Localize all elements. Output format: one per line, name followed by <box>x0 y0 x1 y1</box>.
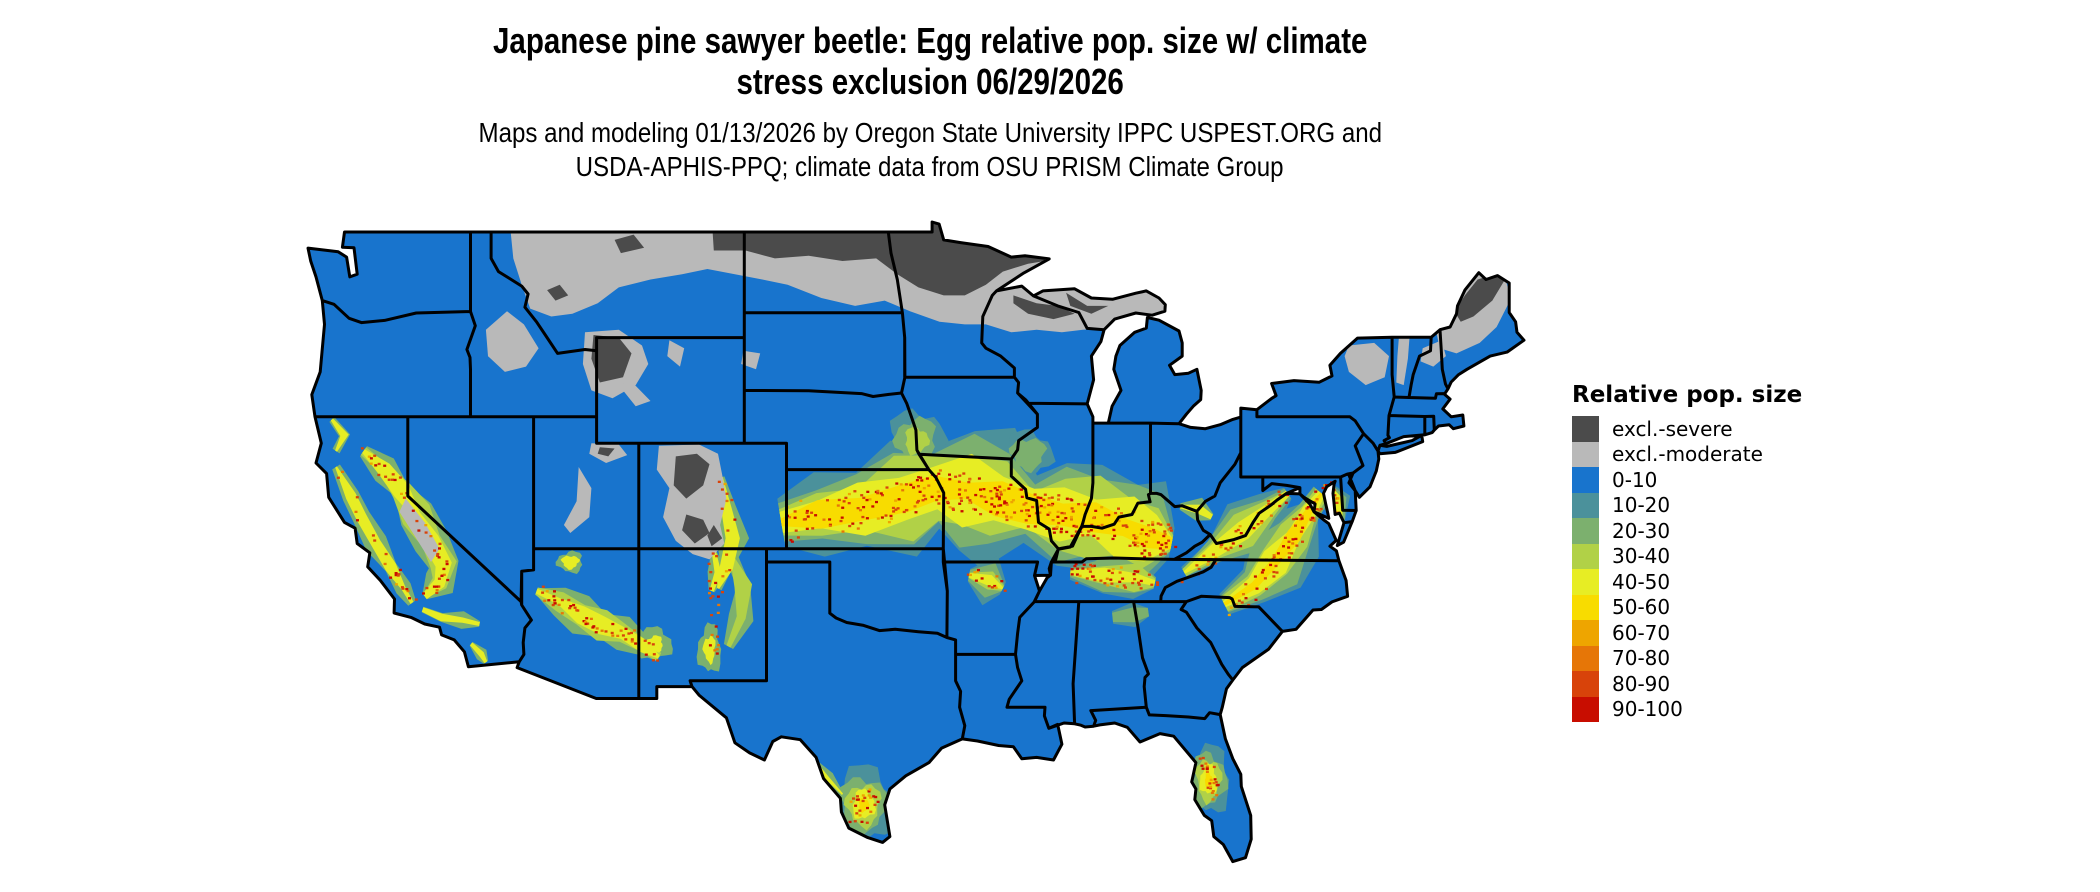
state-borders <box>306 220 1526 864</box>
figure-title-text-2: stress exclusion 06/29/2026 <box>736 61 1124 102</box>
legend-swatch <box>1572 543 1599 569</box>
legend-item: 60-70 <box>1572 620 1802 646</box>
legend-item: 40-50 <box>1572 569 1802 595</box>
legend-label: 30-40 <box>1612 544 1671 569</box>
figure-subtitle-text-2: USDA-APHIS-PPQ; climate data from OSU PR… <box>576 151 1284 182</box>
legend-item: 30-40 <box>1572 543 1802 569</box>
legend-rows: excl.-severe excl.-moderate 0-10 10-20 20-30… <box>1572 416 1802 722</box>
legend-swatch <box>1572 696 1599 722</box>
figure-subtitle-text-1: Maps and modeling 01/13/2026 by Oregon S… <box>478 117 1382 148</box>
legend-label: 20-30 <box>1612 518 1671 543</box>
legend-swatch <box>1572 492 1599 518</box>
legend-swatch <box>1572 569 1599 595</box>
overlay-high-class-speckles <box>336 447 1343 824</box>
legend-item: 20-30 <box>1572 518 1802 544</box>
legend-swatch <box>1572 441 1599 467</box>
legend-swatch <box>1572 671 1599 697</box>
legend-label: 70-80 <box>1612 646 1671 671</box>
legend-label: excl.-severe <box>1612 416 1733 441</box>
legend-swatch <box>1572 594 1599 620</box>
figure-title-text-1: Japanese pine sawyer beetle: Egg relativ… <box>492 20 1368 61</box>
figure-subtitle-line-1: Maps and modeling 01/13/2026 by Oregon S… <box>0 116 1860 150</box>
figure-subtitle-line-2: USDA-APHIS-PPQ; climate data from OSU PR… <box>0 150 1860 184</box>
figure-header: Japanese pine sawyer beetle: Egg relativ… <box>0 20 1860 184</box>
legend-item: excl.-severe <box>1572 416 1802 442</box>
figure-title-line-2: stress exclusion 06/29/2026 <box>0 61 1860 102</box>
legend-label: excl.-moderate <box>1612 442 1763 467</box>
legend-item: 10-20 <box>1572 492 1802 518</box>
legend-item: 80-90 <box>1572 671 1802 697</box>
legend-label: 50-60 <box>1612 595 1671 620</box>
legend-item: 50-60 <box>1572 594 1802 620</box>
legend-item: 70-80 <box>1572 645 1802 671</box>
legend-swatch <box>1572 645 1599 671</box>
legend-swatch <box>1572 467 1599 493</box>
legend: Relative pop. size excl.-severe excl.-mod… <box>1572 382 1802 722</box>
legend-swatch <box>1572 416 1599 442</box>
legend-label: 90-100 <box>1612 697 1683 722</box>
legend-item: 90-100 <box>1572 696 1802 722</box>
legend-swatch <box>1572 518 1599 544</box>
legend-label: 10-20 <box>1612 493 1671 518</box>
legend-label: 0-10 <box>1612 467 1658 492</box>
figure-title-line-1: Japanese pine sawyer beetle: Egg relativ… <box>0 20 1860 61</box>
legend-label: 40-50 <box>1612 569 1671 594</box>
legend-swatch <box>1572 620 1599 646</box>
legend-item: 0-10 <box>1572 467 1802 493</box>
legend-title: Relative pop. size <box>1572 382 1803 408</box>
legend-label: 60-70 <box>1612 620 1671 645</box>
legend-item: excl.-moderate <box>1572 441 1802 467</box>
legend-label: 80-90 <box>1612 671 1671 696</box>
figure-subtitle: Maps and modeling 01/13/2026 by Oregon S… <box>0 116 1860 184</box>
